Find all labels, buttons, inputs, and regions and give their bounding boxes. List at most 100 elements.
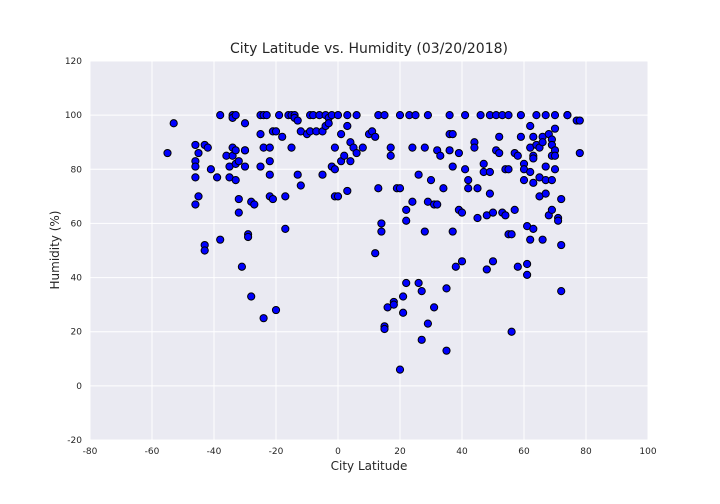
data-point (417, 335, 426, 344)
data-point (231, 111, 240, 120)
data-point (550, 111, 560, 120)
data-point (395, 365, 405, 374)
data-point (523, 259, 532, 269)
data-point (343, 111, 352, 120)
data-point (216, 235, 225, 244)
data-point (547, 176, 557, 185)
data-point (240, 162, 250, 171)
data-point (231, 176, 240, 185)
data-point (293, 116, 302, 125)
data-point (420, 227, 429, 236)
data-point (281, 224, 290, 233)
data-point (504, 165, 513, 174)
data-point (442, 284, 451, 293)
data-point (526, 167, 535, 177)
data-point (244, 232, 253, 242)
data-point (550, 165, 560, 174)
data-point (206, 165, 215, 174)
data-point (516, 111, 526, 120)
data-point (457, 208, 467, 217)
data-point (482, 265, 491, 274)
data-point (191, 200, 200, 209)
data-point (265, 157, 274, 166)
data-point (541, 162, 550, 171)
data-point (516, 132, 526, 141)
data-point (265, 143, 274, 152)
data-point (256, 129, 265, 139)
data-point (448, 162, 457, 171)
data-point (247, 292, 256, 301)
data-point (324, 119, 333, 128)
data-point (200, 246, 209, 255)
data-point (191, 162, 200, 171)
x-tick-label: 80 (580, 447, 592, 457)
data-point (234, 157, 243, 166)
y-tick-label: 20 (71, 328, 83, 338)
data-point (479, 159, 488, 168)
y-tick-label: 100 (65, 111, 82, 121)
data-point (377, 227, 386, 236)
data-point (287, 143, 296, 152)
data-point (495, 132, 504, 141)
data-point (399, 308, 408, 317)
data-point (240, 146, 250, 155)
data-point (402, 205, 411, 214)
data-point (278, 132, 287, 141)
data-point (234, 208, 243, 217)
data-point (507, 230, 516, 239)
data-point (445, 146, 454, 155)
data-point (519, 176, 529, 185)
data-point (194, 192, 203, 201)
data-point (343, 186, 352, 196)
x-tick-label: 20 (394, 447, 406, 457)
data-point (423, 111, 432, 120)
x-tick-label: 40 (456, 447, 468, 457)
x-tick-label: 100 (639, 447, 656, 457)
grid-lines (89, 60, 649, 441)
data-point (417, 287, 426, 296)
data-point (337, 129, 346, 139)
data-point (448, 129, 457, 139)
data-point (420, 143, 429, 152)
data-point (402, 278, 411, 288)
data-point (333, 111, 343, 120)
data-point (163, 148, 172, 158)
data-point (476, 111, 485, 120)
data-point (470, 143, 479, 152)
data-point (414, 278, 423, 288)
data-point (454, 148, 463, 158)
data-point (169, 119, 178, 128)
data-point (275, 111, 284, 120)
data-point (426, 176, 436, 185)
data-point (386, 151, 395, 160)
x-tick-label: 0 (335, 447, 341, 457)
data-point (380, 111, 389, 120)
data-point (271, 127, 281, 136)
data-point (296, 181, 305, 190)
data-point (526, 121, 535, 131)
data-point (281, 192, 290, 201)
data-point (575, 148, 584, 158)
data-point (240, 119, 250, 128)
data-point (399, 292, 408, 301)
data-point (237, 262, 246, 271)
data-point (433, 200, 442, 209)
data-point (408, 197, 417, 206)
y-tick-label: 60 (71, 219, 83, 229)
x-axis-label: City Latitude (331, 459, 408, 473)
data-point (550, 151, 560, 160)
data-point (526, 235, 535, 244)
chart-title: City Latitude vs. Humidity (03/20/2018) (230, 41, 508, 57)
data-point (557, 240, 566, 250)
data-point (386, 143, 395, 152)
y-tick-label: 80 (71, 165, 83, 175)
data-point (194, 148, 203, 158)
data-point (513, 262, 522, 271)
data-point (550, 124, 560, 133)
data-point (259, 314, 268, 323)
data-point (352, 148, 361, 158)
data-point (250, 200, 259, 209)
data-point (318, 170, 327, 179)
data-point (473, 184, 482, 193)
